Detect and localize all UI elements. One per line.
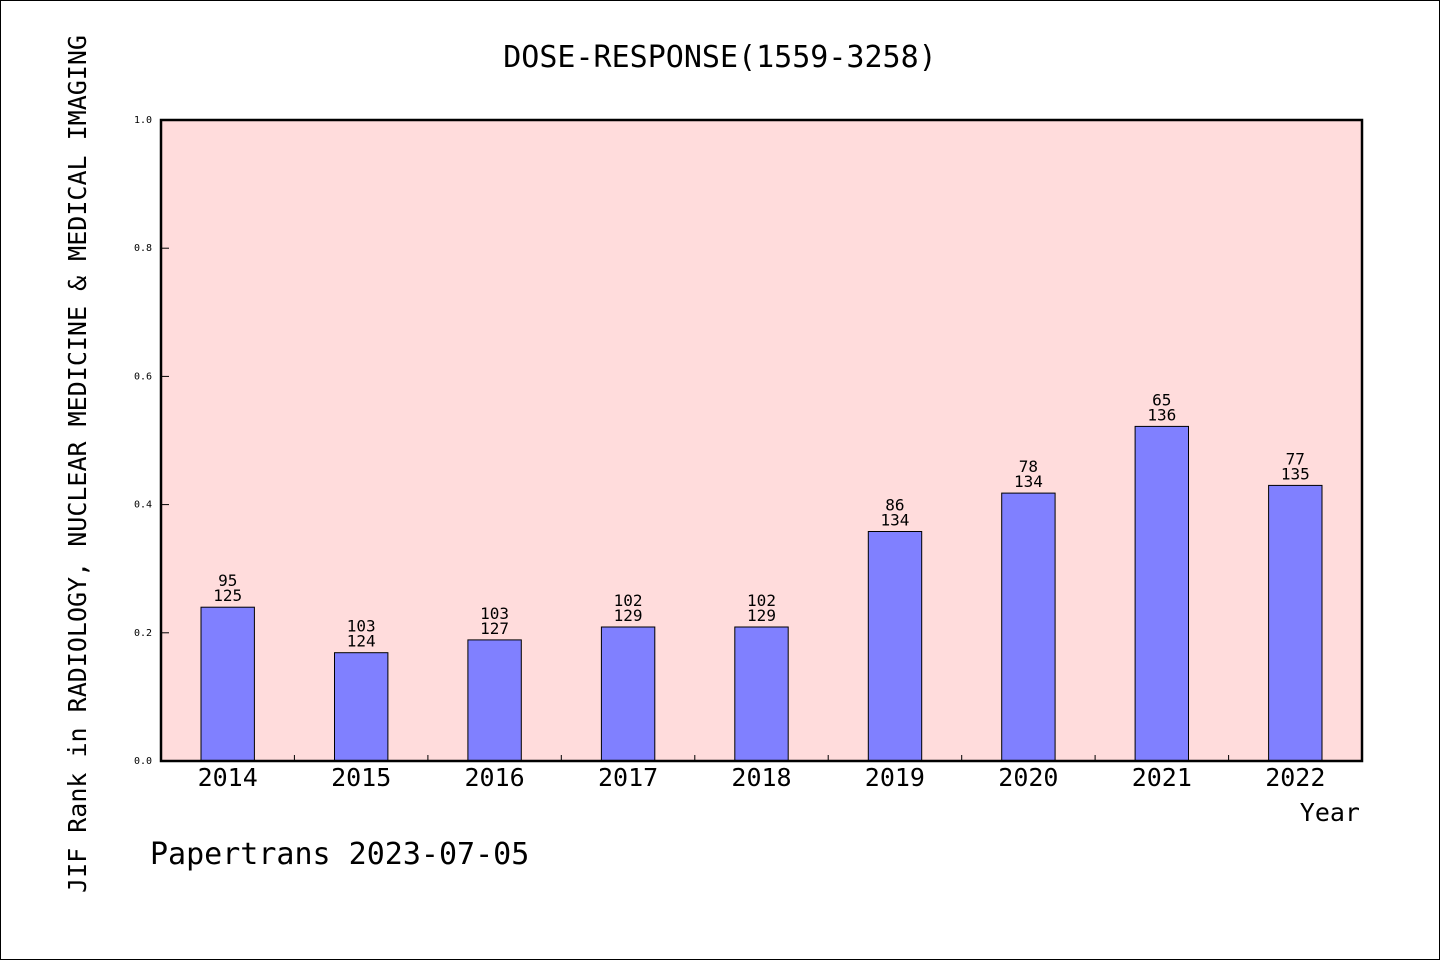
- bar-2015: [334, 652, 389, 762]
- bar-rank-label-2014: 95: [218, 571, 237, 590]
- bar-2021: [1134, 425, 1189, 762]
- bar-total-label-2017: 129: [614, 606, 643, 625]
- bar-total-label-2015: 124: [347, 632, 376, 651]
- bar-rank-label-2015: 103: [347, 617, 376, 636]
- watermark: Papertrans 2023-07-05: [150, 837, 529, 872]
- bar-total-label-2021: 136: [1147, 405, 1176, 424]
- x-tick-label-2021: 2021: [1132, 763, 1192, 792]
- bar-rank-label-2021: 65: [1152, 390, 1171, 409]
- bar-total-label-2019: 134: [880, 511, 909, 530]
- x-tick-label-2014: 2014: [198, 763, 258, 792]
- bar-rank-label-2022: 77: [1286, 449, 1305, 468]
- bar-total-label-2014: 125: [213, 586, 242, 605]
- y-tick-label-0.6: 0.6: [134, 371, 152, 382]
- bar-2016: [467, 639, 522, 762]
- x-tick-label-2018: 2018: [731, 763, 791, 792]
- x-tick-label-2015: 2015: [331, 763, 391, 792]
- x-tick-label-2017: 2017: [598, 763, 658, 792]
- bar-rank-label-2020: 78: [1019, 457, 1038, 476]
- y-tick-label-0.8: 0.8: [134, 243, 152, 254]
- bar-2014: [200, 606, 255, 762]
- bar-rank-label-2018: 102: [747, 591, 776, 610]
- x-axis: 2014 2015 2016 2017 2018 2019 2020 2021 2022: [198, 755, 1325, 792]
- bar-total-label-2022: 135: [1281, 464, 1310, 483]
- y-tick-label-1.0: 1.0: [134, 115, 152, 126]
- bar-total-label-2018: 129: [747, 606, 776, 625]
- x-tick-label-2020: 2020: [998, 763, 1058, 792]
- bar-rank-label-2016: 103: [480, 604, 509, 623]
- bar-2020: [1001, 492, 1056, 762]
- bar-2022: [1268, 484, 1323, 762]
- bar-total-label-2016: 127: [480, 619, 509, 638]
- bar-labels-group: 9512510312410312710212910212986134781346…: [213, 390, 1310, 650]
- plot-border: [159, 118, 1364, 763]
- bar-total-label-2020: 134: [1014, 472, 1043, 491]
- bars-group: [200, 425, 1323, 762]
- y-tick-label-0.2: 0.2: [134, 628, 152, 639]
- bar-rank-label-2019: 86: [885, 496, 904, 515]
- y-tick-label-0.4: 0.4: [134, 500, 152, 511]
- bar-rank-label-2017: 102: [614, 591, 643, 610]
- x-tick-label-2016: 2016: [464, 763, 524, 792]
- bar-2018: [734, 626, 789, 762]
- y-axis-label: JIF Rank in RADIOLOGY, NUCLEAR MEDICINE …: [63, 35, 92, 893]
- bar-2017: [600, 626, 656, 762]
- x-tick-label-2022: 2022: [1265, 763, 1325, 792]
- x-tick-label-2019: 2019: [865, 763, 925, 792]
- x-axis-label: Year: [1300, 798, 1360, 827]
- chart-title: DOSE-RESPONSE(1559-3258): [503, 40, 936, 75]
- y-tick-label-0.0: 0.0: [134, 756, 152, 767]
- bar-2019: [867, 531, 923, 762]
